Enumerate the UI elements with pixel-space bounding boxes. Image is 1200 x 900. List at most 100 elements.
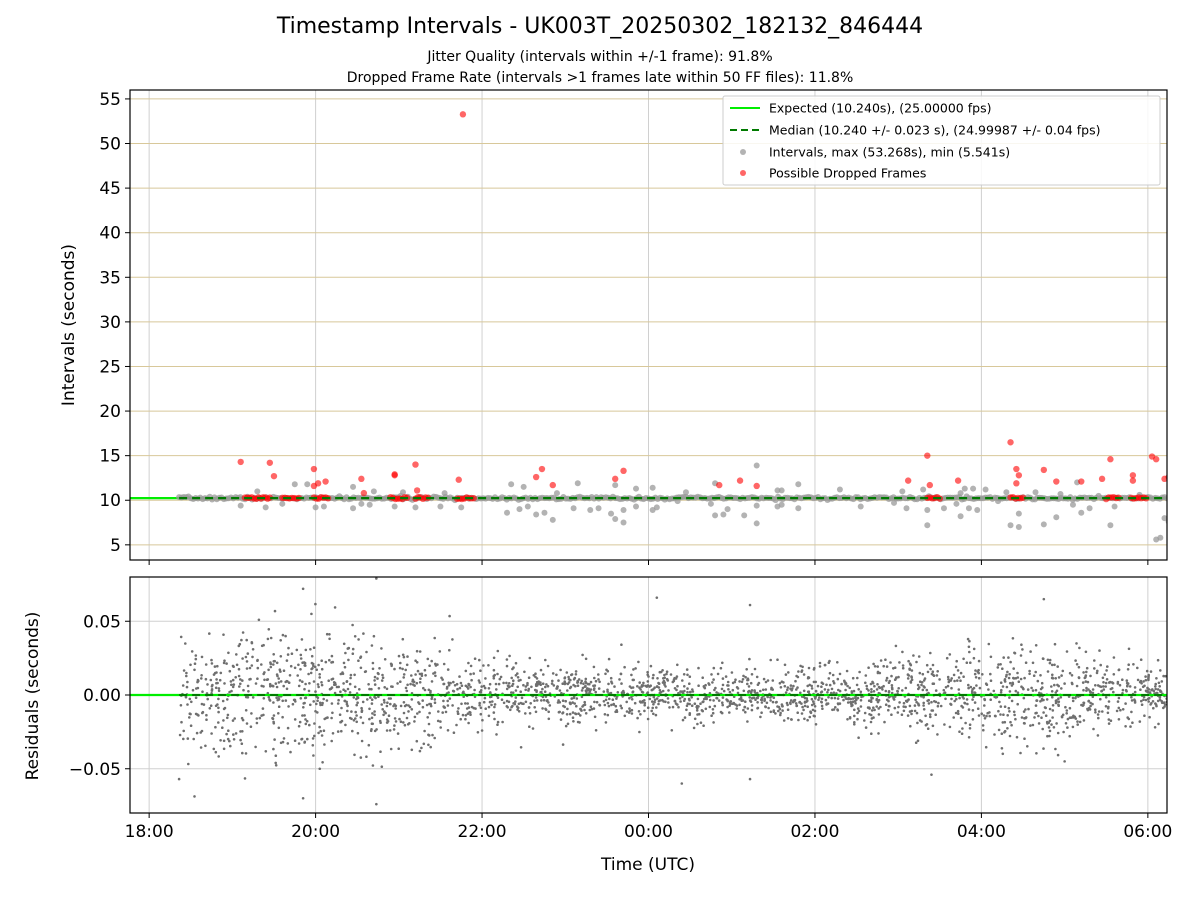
residual-point: [443, 706, 447, 709]
residual-point: [219, 671, 223, 675]
residual-point: [989, 698, 992, 701]
residual-point: [1006, 670, 1009, 674]
interval-point: [553, 490, 560, 497]
residual-point: [696, 707, 699, 710]
residual-point: [396, 732, 400, 735]
residual-point: [308, 723, 311, 727]
residual-point: [1082, 701, 1085, 705]
residual-point: [483, 696, 487, 700]
residual-point: [1133, 686, 1137, 689]
residual-point: [1130, 710, 1133, 714]
residual-point: [748, 603, 752, 607]
residual-point: [277, 677, 281, 680]
residual-point: [286, 726, 290, 730]
residual-point: [680, 690, 684, 693]
residual-point: [983, 704, 986, 707]
residual-point: [482, 684, 486, 688]
interval-point: [1107, 522, 1114, 529]
residual-point: [490, 703, 493, 707]
residual-point: [851, 676, 855, 680]
residual-point: [606, 690, 609, 693]
residual-point: [524, 700, 528, 704]
residual-point: [695, 704, 699, 708]
residual-point: [514, 689, 518, 692]
residual-point: [420, 746, 423, 750]
residual-point: [534, 710, 538, 714]
residual-point: [287, 681, 291, 684]
residual-point: [519, 678, 522, 682]
residual-point: [913, 709, 917, 713]
residual-point: [638, 730, 641, 734]
residual-point: [1007, 676, 1011, 680]
residual-point: [244, 709, 248, 712]
residual-point: [422, 742, 426, 746]
residual-point: [652, 712, 655, 716]
residual-point: [1086, 680, 1090, 684]
residual-point: [200, 702, 204, 706]
residual-point: [394, 720, 398, 723]
residual-point: [625, 710, 629, 713]
residual-point: [1016, 702, 1019, 706]
residual-point: [373, 679, 376, 682]
chart-title: Timestamp Intervals - UK003T_20250302_18…: [276, 14, 924, 39]
residual-point: [710, 714, 713, 717]
residual-point: [823, 688, 827, 691]
dropped-frame-point: [1040, 466, 1048, 474]
residual-point: [564, 699, 567, 703]
residual-point: [786, 688, 789, 692]
residual-point: [976, 707, 980, 710]
interval-point: [982, 486, 989, 493]
residual-point: [1001, 685, 1005, 688]
residual-point: [347, 658, 350, 662]
residual-point: [402, 655, 406, 659]
residual-point: [671, 705, 675, 709]
residual-point: [630, 686, 633, 690]
residual-point: [755, 675, 759, 679]
residual-point: [427, 733, 430, 737]
residual-point: [318, 725, 321, 729]
residual-point: [478, 681, 482, 684]
residual-point: [959, 671, 963, 675]
residual-point: [847, 696, 850, 700]
residual-point: [520, 696, 524, 700]
residual-point: [735, 704, 739, 707]
residual-point: [446, 704, 450, 707]
residual-point: [957, 688, 961, 691]
residual-point: [855, 683, 859, 687]
residual-point: [870, 717, 874, 720]
intervals-x-axis: [148, 560, 1149, 565]
residual-point: [312, 700, 316, 703]
residual-point: [1020, 685, 1023, 688]
residual-point: [222, 633, 225, 636]
residual-point: [342, 688, 345, 691]
residual-point: [582, 682, 585, 685]
residual-point: [408, 722, 411, 725]
residual-point: [399, 661, 402, 665]
residual-point: [1078, 714, 1082, 718]
residual-point: [646, 706, 650, 709]
residual-point: [1002, 713, 1005, 716]
interval-point: [1161, 515, 1167, 522]
residual-point: [381, 676, 385, 679]
residual-point: [541, 707, 544, 710]
residual-point: [936, 704, 940, 708]
dropped-frame-point: [459, 111, 467, 118]
residual-point: [1031, 689, 1035, 692]
residual-point: [656, 677, 659, 680]
residuals-y-axis-label: Residuals (seconds): [23, 612, 43, 781]
residual-point: [981, 673, 984, 676]
residual-point: [997, 663, 1000, 666]
residual-point: [885, 676, 889, 680]
residual-point: [688, 675, 692, 678]
residual-point: [246, 684, 250, 688]
residual-point: [917, 702, 920, 705]
residual-point: [594, 729, 598, 732]
residual-point: [373, 695, 376, 699]
residual-point: [1089, 674, 1092, 678]
residual-point: [401, 667, 404, 671]
residual-point: [962, 657, 965, 661]
residual-point: [607, 682, 610, 686]
residual-point: [433, 636, 437, 640]
residual-point: [557, 699, 560, 702]
residual-point: [191, 688, 195, 692]
